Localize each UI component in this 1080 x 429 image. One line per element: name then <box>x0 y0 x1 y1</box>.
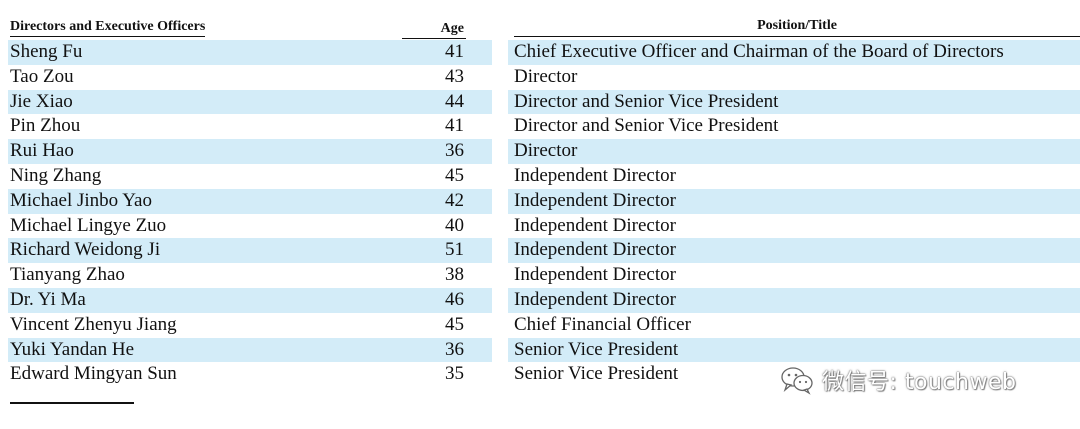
directors-table: Sheng Fu 41 Chief Executive Officer and Ch… <box>0 40 1080 387</box>
cell-position: Chief Financial Officer <box>514 313 691 335</box>
cell-age: 43 <box>445 65 464 87</box>
cell-name: Yuki Yandan He <box>10 338 135 360</box>
cell-name: Tao Zou <box>10 65 74 87</box>
cell-age: 36 <box>445 140 464 162</box>
cell-position: Director <box>514 140 578 162</box>
table-row: Rui Hao 36 Director <box>0 139 1080 164</box>
header-directors-officers: Directors and Executive Officers <box>10 19 206 37</box>
table-row: Richard Weidong Ji 51 Independent Director <box>0 238 1080 264</box>
cell-age: 51 <box>445 239 464 261</box>
row-shading <box>8 139 392 164</box>
row-shading <box>392 287 492 313</box>
row-shading <box>508 139 1080 164</box>
cell-position: Independent Director <box>514 239 676 261</box>
row-shading <box>508 89 1080 115</box>
cell-age: 45 <box>445 313 464 335</box>
cell-name: Rui Hao <box>10 140 74 162</box>
row-shading <box>8 238 392 264</box>
cell-name: Richard Weidong Ji <box>10 239 161 261</box>
header-position-title: Position/Title <box>514 18 1080 37</box>
cell-name: Pin Zhou <box>10 115 81 137</box>
cell-name: Michael Lingye Zuo <box>10 214 167 236</box>
table-row: Pin Zhou 41 Director and Senior Vice Presi… <box>0 114 1080 139</box>
cell-age: 41 <box>445 115 464 137</box>
cell-position: Senior Vice President <box>514 363 679 385</box>
cell-age: 45 <box>445 164 464 186</box>
cell-position: Independent Director <box>514 264 676 286</box>
table-header: Directors and Executive Officers Age Pos… <box>0 16 1080 40</box>
row-shading <box>508 238 1080 264</box>
row-shading <box>8 337 392 363</box>
row-shading <box>8 188 392 214</box>
table-row: Ning Zhang 45 Independent Director <box>0 164 1080 189</box>
cell-age: 36 <box>445 338 464 360</box>
wechat-icon <box>781 367 813 395</box>
cell-age: 40 <box>445 214 464 236</box>
cell-age: 41 <box>445 41 464 62</box>
row-shading <box>392 139 492 164</box>
wechat-watermark: 微信号: touchweb <box>780 364 1016 396</box>
cell-position: Director <box>514 65 578 87</box>
table-row: Edward Mingyan Sun 35 Senior Vice Presiden… <box>0 362 1080 387</box>
row-shading <box>508 287 1080 313</box>
cell-name: Vincent Zhenyu Jiang <box>10 313 177 335</box>
row-shading <box>8 287 392 313</box>
cell-position: Chief Executive Officer and Chairman of … <box>514 41 1004 62</box>
cell-age: 35 <box>445 363 464 385</box>
table-row: Sheng Fu 41 Chief Executive Officer and Ch… <box>0 40 1080 65</box>
table-row: Michael Lingye Zuo 40 Independent Director <box>0 214 1080 239</box>
cell-name: Dr. Yi Ma <box>10 288 86 310</box>
cell-name: Sheng Fu <box>10 41 83 62</box>
table-row: Tao Zou 43 Director <box>0 65 1080 90</box>
row-shading <box>8 40 392 65</box>
cell-name: Michael Jinbo Yao <box>10 189 152 211</box>
row-shading <box>508 337 1080 363</box>
row-shading <box>392 337 492 363</box>
cell-name: Edward Mingyan Sun <box>10 363 177 385</box>
table-row: Vincent Zhenyu Jiang 45 Chief Financial Of… <box>0 313 1080 338</box>
cell-position: Independent Director <box>514 189 676 211</box>
cell-age: 42 <box>445 189 464 211</box>
cell-position: Independent Director <box>514 164 676 186</box>
row-shading <box>8 89 392 115</box>
cell-position: Independent Director <box>514 288 676 310</box>
table-row: Jie Xiao 44 Director and Senior Vice Presi… <box>0 89 1080 115</box>
table-row: Dr. Yi Ma 46 Independent Director <box>0 287 1080 313</box>
table-row: Tianyang Zhao 38 Independent Director <box>0 263 1080 288</box>
row-shading <box>392 188 492 214</box>
footnote-divider <box>10 402 134 404</box>
cell-name: Jie Xiao <box>10 90 73 112</box>
cell-position: Independent Director <box>514 214 676 236</box>
cell-age: 44 <box>445 90 464 112</box>
row-shading <box>392 89 492 115</box>
row-shading <box>508 40 1080 65</box>
cell-position: Director and Senior Vice President <box>514 115 779 137</box>
cell-age: 46 <box>445 288 464 310</box>
cell-position: Director and Senior Vice President <box>514 90 779 112</box>
row-shading <box>508 188 1080 214</box>
cell-name: Ning Zhang <box>10 164 102 186</box>
header-age: Age <box>402 21 466 39</box>
watermark-text: 微信号: touchweb <box>822 370 1017 395</box>
table-row: Yuki Yandan He 36 Senior Vice President <box>0 337 1080 363</box>
cell-name: Tianyang Zhao <box>10 264 125 286</box>
row-shading <box>392 238 492 264</box>
table-row: Michael Jinbo Yao 42 Independent Director <box>0 188 1080 214</box>
row-shading <box>392 40 492 65</box>
cell-age: 38 <box>445 264 464 286</box>
cell-position: Senior Vice President <box>514 338 679 360</box>
